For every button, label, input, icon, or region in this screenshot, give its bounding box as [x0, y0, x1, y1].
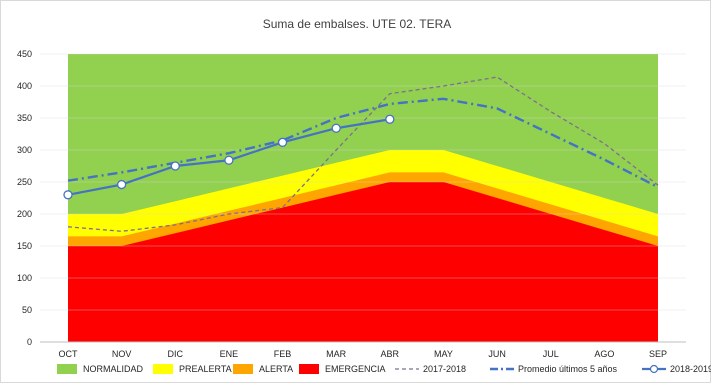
data-point [277, 137, 288, 147]
x-tick-label: ENE [220, 349, 239, 359]
y-tick-label: 350 [17, 113, 32, 123]
legend-label: EMERGENCIA [325, 364, 386, 374]
legend-label: 2017-2018 [423, 364, 466, 374]
series-lines [63, 76, 659, 232]
x-tick-label: OCT [59, 349, 79, 359]
x-tick-label: MAR [326, 349, 347, 359]
data-point [170, 161, 180, 171]
legend-label: 2018-2019 [670, 364, 711, 374]
y-tick-label: 100 [17, 273, 32, 283]
x-tick-label: ABR [381, 349, 400, 359]
legend-marker [649, 364, 659, 374]
x-tick-label: AGO [594, 349, 614, 359]
legend-swatch [299, 364, 319, 374]
band-areas [68, 54, 658, 342]
y-tick-label: 400 [17, 81, 32, 91]
data-point [331, 123, 341, 133]
band-emergencia [68, 182, 658, 342]
legend-label: ALERTA [259, 364, 293, 374]
y-tick-label: 150 [17, 241, 32, 251]
x-tick-label: FEB [274, 349, 292, 359]
y-tick-label: 300 [17, 145, 32, 155]
y-tick-label: 250 [17, 177, 32, 187]
gridlines [40, 53, 686, 343]
x-tick-label: SEP [649, 349, 667, 359]
x-tick-label: DIC [168, 349, 184, 359]
series-line-0 [67, 76, 659, 232]
legend-label: PREALERTA [179, 364, 232, 374]
data-point [63, 190, 73, 200]
data-point [224, 155, 234, 165]
legend-swatch [57, 364, 77, 374]
legend-swatch [233, 364, 253, 374]
legend-label: NORMALIDAD [83, 364, 144, 374]
legend: NORMALIDAD PREALERTA ALERTA EMERGENCIA 2017-… [57, 364, 711, 374]
legend-label: Promedio últimos 5 años [518, 364, 618, 374]
y-tick-label: 450 [17, 49, 32, 59]
data-point [385, 114, 395, 124]
x-axis-labels: OCT NOV DIC ENE FEB MAR ABR MAY JUN JUL AGO SEP [59, 349, 668, 359]
y-axis-labels: 0 50 100 150 200 250 300 350 400 450 [17, 49, 32, 347]
x-tick-label: MAY [434, 349, 453, 359]
x-tick-label: JUN [488, 349, 506, 359]
series-line-1 [67, 97, 659, 189]
chart-title: Suma de embalses. UTE 02. TERA [263, 17, 452, 31]
data-point [116, 179, 127, 190]
y-tick-label: 200 [17, 209, 32, 219]
legend-swatch [153, 364, 173, 374]
x-tick-label: JUL [543, 349, 559, 359]
x-tick-label: NOV [112, 349, 132, 359]
y-tick-label: 50 [22, 305, 32, 315]
y-tick-label: 0 [27, 337, 32, 347]
